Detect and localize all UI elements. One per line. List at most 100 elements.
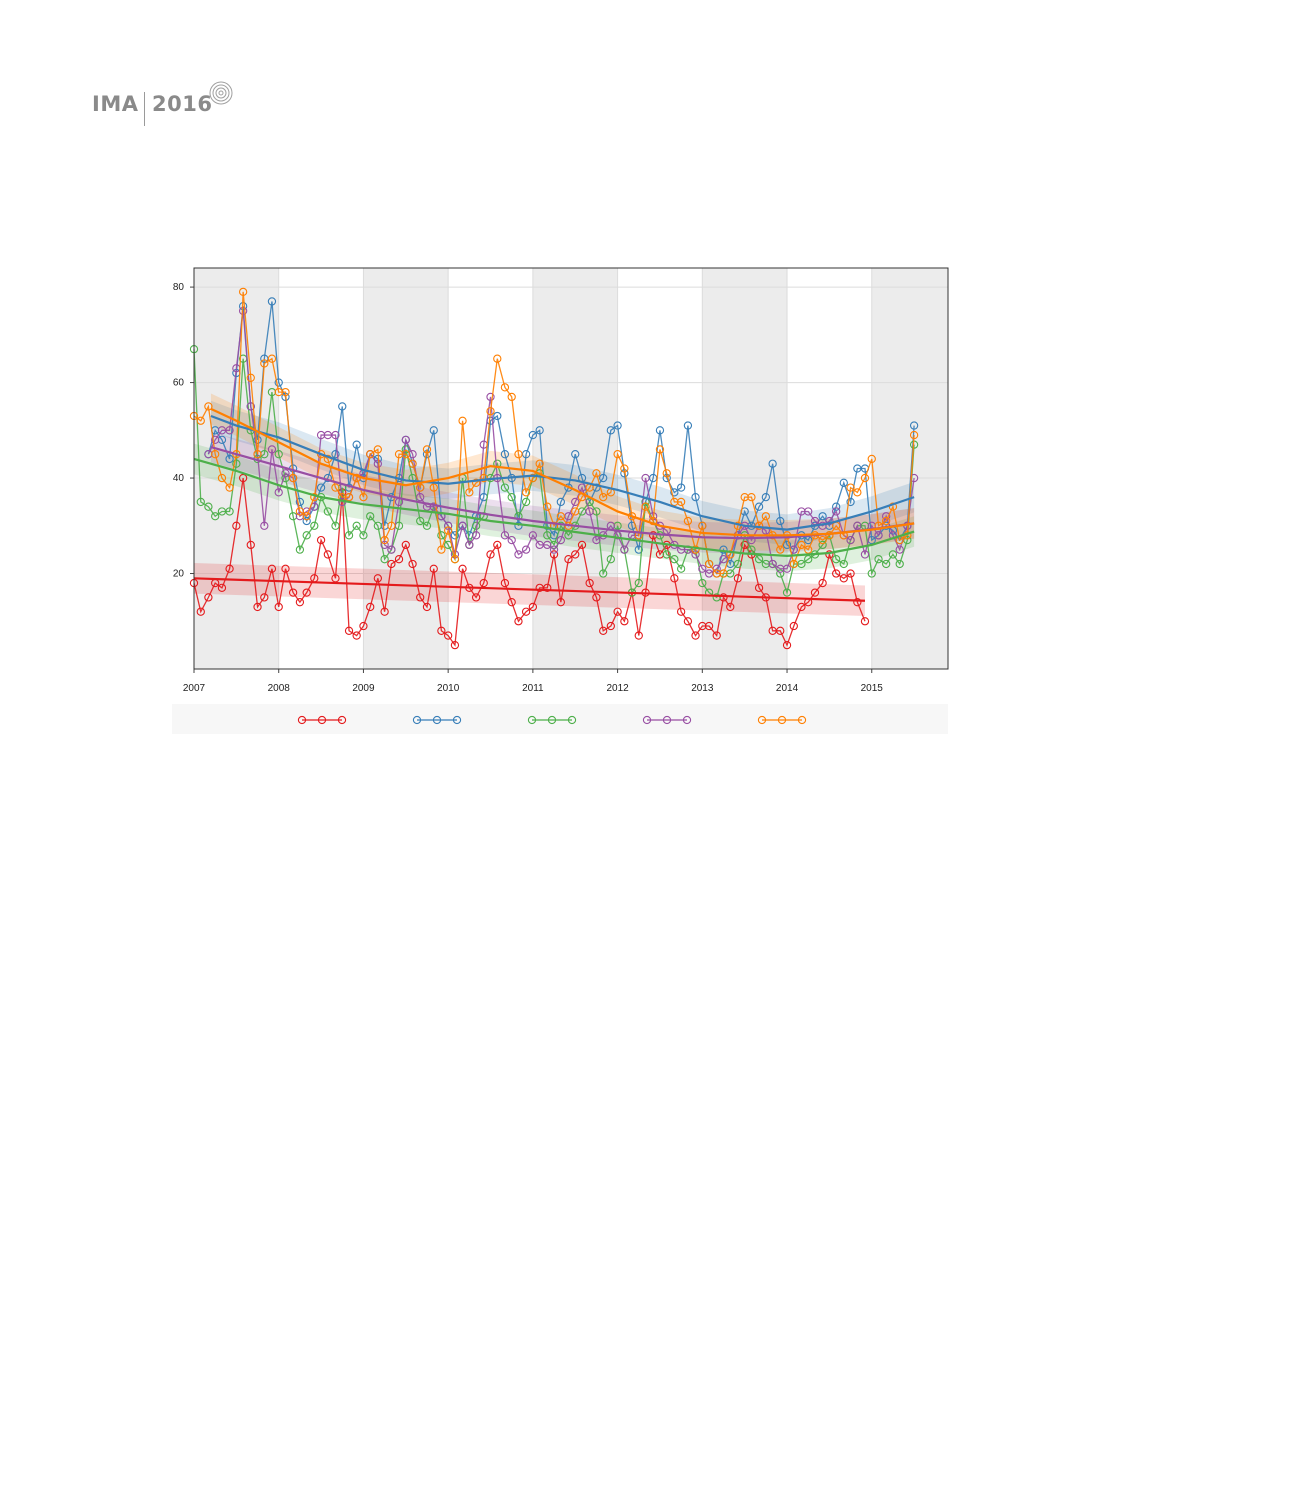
data-point [225,564,234,573]
data-point [564,555,573,564]
data-point [323,507,333,516]
legend-background [172,704,948,734]
data-point [641,502,650,511]
data-point [606,555,615,564]
data-point [204,593,213,602]
data-point [818,512,827,521]
data-point [782,540,792,550]
data-point [747,492,756,502]
data-point [641,473,650,483]
data-point [217,473,227,483]
x-tick-label: 2007 [183,683,206,694]
data-point [521,545,531,554]
data-point [543,583,552,592]
data-point [789,621,798,631]
legend-key-point [432,715,442,725]
data-point [776,516,785,526]
data-point [754,583,764,592]
year-band [532,268,618,669]
data-point [691,492,700,502]
data-point [373,521,382,530]
data-point [288,588,298,597]
data-point [387,521,396,530]
data-point [882,559,891,569]
data-point [486,550,495,559]
data-point [846,535,855,545]
data-point [571,497,580,507]
data-point [797,602,806,612]
legend-key-point [777,715,787,725]
data-point [323,550,333,559]
data-point [302,512,311,521]
data-point [331,450,340,459]
data-point [655,426,665,435]
data-point [211,512,220,521]
data-point [832,502,841,511]
x-tick-label: 2014 [776,683,799,694]
data-point [613,450,622,459]
y-tick-label: 80 [173,282,185,293]
data-point [444,631,453,640]
data-point [493,354,502,363]
data-point [344,626,354,635]
data-point [507,535,516,545]
data-point [818,578,827,588]
data-point [704,559,714,569]
data-point [839,559,848,569]
data-point [373,574,382,583]
data-point [422,602,432,612]
series-line [193,291,915,575]
data-point [493,540,502,550]
confidence-band [210,393,915,551]
data-point [352,631,361,640]
data-point [331,521,340,530]
data-point [416,516,425,526]
trend-line [210,407,915,537]
data-point [782,588,792,597]
data-point [380,607,389,616]
data-point [437,545,446,554]
legend-key-point [412,715,422,725]
data-point [373,459,382,468]
y-tick-label: 40 [173,473,185,484]
data-point [500,578,510,588]
data-point [450,555,460,564]
data-point [698,578,707,588]
data-point [486,392,495,402]
data-point [634,631,643,640]
data-point [416,593,425,602]
data-point [620,545,629,554]
data-point [380,555,389,564]
data-point [274,450,283,459]
data-point [670,574,679,583]
data-point [225,426,234,435]
data-point [839,478,848,487]
data-point [302,588,311,597]
data-point [634,545,643,554]
data-point [909,430,919,440]
data-point [238,287,248,297]
data-point [733,574,743,583]
data-point [860,550,870,559]
data-point [825,531,834,540]
data-point [662,550,671,559]
data-point [211,450,220,459]
legend-key-point [297,715,307,725]
data-point [747,535,756,545]
data-point [500,531,510,540]
data-point [599,626,608,635]
data-point [479,578,488,588]
legend-key-point [547,715,557,725]
data-point [359,621,368,631]
data-point [401,450,410,459]
data-point [691,545,700,554]
data-point [535,426,544,435]
data-point [599,569,608,578]
data-point [429,426,438,435]
data-point [882,516,891,526]
data-point [479,473,488,483]
data-point [408,559,417,569]
data-point [888,550,898,559]
data-point [832,569,841,578]
legend-key-point [682,715,692,725]
